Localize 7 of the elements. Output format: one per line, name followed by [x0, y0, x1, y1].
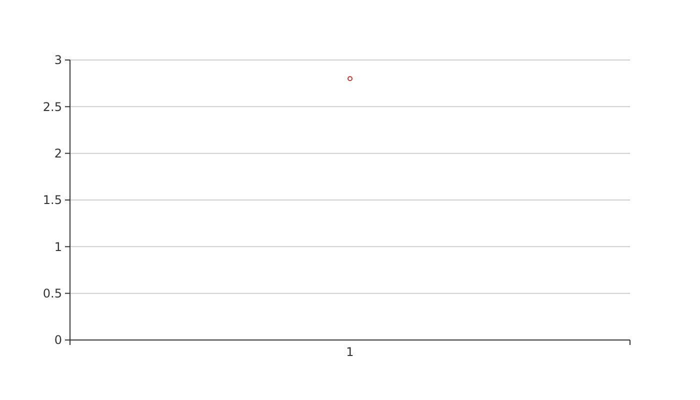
y-tick-label: 1 — [54, 240, 62, 254]
y-tick-label: 3 — [54, 53, 62, 68]
y-tick-label: 1.5 — [42, 193, 62, 208]
y-tick-label: 0 — [54, 333, 62, 348]
y-tick-label: 0.5 — [42, 286, 62, 301]
y-tick-label: 2 — [54, 146, 62, 161]
y-tick-label: 2.5 — [42, 100, 62, 114]
